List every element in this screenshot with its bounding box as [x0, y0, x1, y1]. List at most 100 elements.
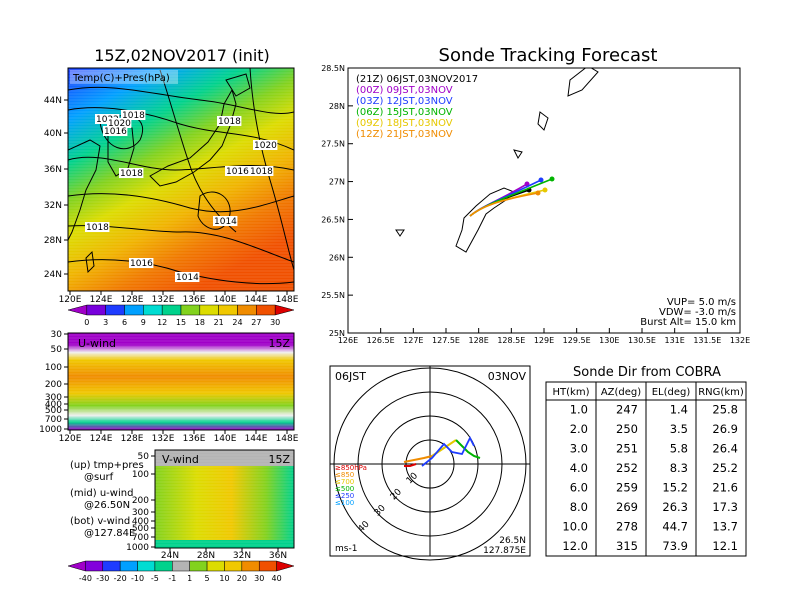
wind-colorbar-swatch	[102, 560, 121, 572]
wind-colorbar-label: -30	[96, 574, 109, 583]
table-cell: 25.2	[712, 461, 738, 475]
tokunoshima-island	[537, 111, 549, 131]
isobar-label: 1018	[218, 117, 241, 127]
tracking-lon-tick: 131E	[665, 336, 685, 345]
table-cell: 269	[616, 500, 638, 514]
vwind-lat-tick: 28N	[197, 551, 215, 561]
isobar-label: 1014	[214, 217, 237, 227]
vwind-lat-tick: 24N	[161, 551, 179, 561]
hodograph-level-entry: ≤850	[335, 471, 354, 479]
colorbar-label: 15	[176, 318, 186, 327]
vwind-pressure-tick: 200	[132, 496, 149, 506]
wind-colorbar-label: 5	[205, 574, 210, 583]
vwind-pressure-tick: 400	[132, 517, 149, 527]
uwind-lon-tick: 128E	[121, 434, 144, 444]
vwind-pressure-tick: 1000	[126, 543, 149, 553]
isobar-label: 1016	[104, 127, 127, 137]
map-lon-tick: 120E	[59, 295, 82, 305]
table-cell: 251	[616, 441, 638, 455]
tracking-lat-tick: 25.5N	[321, 291, 345, 300]
isobar-label: 1018	[250, 167, 273, 177]
tracking-lon-tick: 126.5E	[367, 336, 395, 345]
colorbar-swatch	[218, 304, 238, 316]
map-panel: 15Z,02NOV2017 (init)	[44, 46, 299, 327]
isobar-label: 1018	[122, 111, 145, 121]
tracking-lon-tick: 126E	[338, 336, 358, 345]
table-header: RNG(km)	[698, 387, 744, 398]
uwind-pressure-tick: 100	[45, 363, 62, 373]
map-lon-tick: 144E	[245, 295, 268, 305]
colorbar-label: 24	[232, 318, 242, 327]
vwind-field	[155, 450, 294, 548]
map-title: 15Z,02NOV2017 (init)	[94, 46, 270, 65]
map-frame	[67, 67, 295, 292]
map-lon-tick: 136E	[183, 295, 206, 305]
tracking-lat-tick: 26.5N	[321, 215, 345, 224]
wind-colorbar-swatch	[224, 560, 243, 572]
table-cell: 21.6	[712, 480, 738, 494]
vwind-time: 15Z	[268, 453, 290, 466]
tracking-lon-tick: 130E	[599, 336, 619, 345]
tracking-legend-entry: (03Z) 12JST,03NOV	[356, 96, 453, 107]
vwind-label: V-wind	[162, 453, 199, 466]
table-cell: 278	[616, 519, 638, 533]
hodograph-ring-label: 20	[389, 487, 404, 502]
colorbar-label: 30	[270, 318, 280, 327]
tracking-legend-entry: (12Z) 21JST,03NOV	[356, 129, 453, 140]
japan-land	[149, 88, 237, 187]
tracking-lat-tick: 28N	[329, 102, 345, 111]
vwind-frame	[154, 449, 295, 549]
hodograph-location-lat: 26.5N	[499, 536, 526, 546]
tracking-lon-tick: 131.5E	[693, 336, 721, 345]
sonde-direction-table: Sonde Dir from COBRA HT(km) AZ(deg) EL(deg…	[545, 365, 747, 557]
vwind-lat-tick: 32N	[233, 551, 251, 561]
wind-colorbar: -40 -30 -20 -10 -5 -1 1 5 10 20 30 40	[67, 560, 295, 583]
colorbar-swatch	[180, 304, 201, 316]
wind-colorbar-swatch	[172, 560, 190, 572]
uwind-lon-tick: 120E	[59, 434, 82, 444]
uwind-pressure-tick: 30	[51, 330, 63, 340]
table-cell: 3.0	[570, 441, 588, 455]
colorbar-label: 9	[141, 318, 146, 327]
vwind-pressure-tick: 700	[132, 533, 149, 543]
sonde-endpoint	[549, 176, 555, 182]
table-cell: 247	[616, 402, 638, 416]
uwind-lon-tick: 144E	[245, 434, 268, 444]
uwind-field	[68, 333, 294, 430]
vwind-pressure-tick: 50	[138, 452, 150, 462]
uwind-pressure-tick: 1000	[39, 425, 62, 435]
wind-colorbar-label: 40	[272, 574, 282, 583]
uwind-frame	[67, 332, 295, 431]
hodograph-trace-low	[403, 455, 433, 463]
sonde-endpoint	[535, 190, 541, 196]
wind-colorbar-swatch	[276, 560, 295, 572]
table-cell: 1.0	[570, 402, 588, 416]
hodograph-level-entry: ≥850hPa	[335, 464, 367, 472]
tracking-lon-tick: 127.5E	[432, 336, 460, 345]
wind-colorbar-label: 30	[254, 574, 264, 583]
vwind-lat-tick: 36N	[269, 551, 287, 561]
vwind-pressure-tick: 500	[132, 524, 149, 534]
map-lat-tick: 28N	[44, 236, 62, 246]
wind-colorbar-label: 1	[187, 574, 192, 583]
hodograph-location-lon: 127.875E	[483, 546, 526, 556]
uwind-pressure-tick: 50	[51, 345, 63, 355]
hodograph-level-entry: ≤100	[335, 499, 354, 507]
tracking-lat-tick: 26N	[329, 253, 345, 262]
tracking-lon-tick: 127E	[403, 336, 423, 345]
legend-note-line: (bot) v-wind	[70, 516, 130, 527]
hodograph-level-entry: ≤700	[335, 478, 354, 486]
tracking-title: Sonde Tracking Forecast	[439, 45, 658, 66]
tracking-param: VDW= -3.0 m/s	[659, 307, 736, 318]
isobar-label: 1020	[108, 119, 131, 129]
wind-colorbar-label: -1	[168, 574, 176, 583]
legend-note-line: (mid) u-wind	[70, 488, 133, 499]
hodograph-rings	[330, 366, 530, 561]
colorbar-label: 18	[195, 318, 205, 327]
table-cell: 12.1	[712, 539, 738, 553]
hodograph-level-entry: ≤500	[335, 485, 354, 493]
table-cell: 1.4	[670, 402, 688, 416]
tracking-lon-tick: 130.5E	[628, 336, 656, 345]
colorbar-label: 27	[251, 318, 261, 327]
